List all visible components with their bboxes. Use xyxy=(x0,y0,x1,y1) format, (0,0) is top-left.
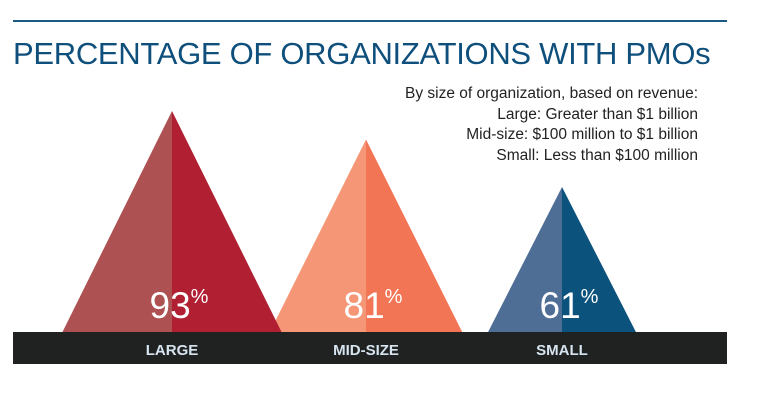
chart-title: PERCENTAGE OF ORGANIZATIONS WITH PMOs xyxy=(13,36,711,71)
value-label: 93% xyxy=(150,285,209,326)
category-label: MID-SIZE xyxy=(333,342,399,359)
triangle-left-half xyxy=(62,111,173,332)
subtitle-line: Mid-size: $100 million to $1 billion xyxy=(466,126,698,143)
triangle-small xyxy=(488,187,636,332)
subtitle-line: By size of organization, based on revenu… xyxy=(405,85,698,102)
triangle-right-half xyxy=(172,111,282,332)
triangle-right-half xyxy=(366,139,463,332)
value-suffix: % xyxy=(581,286,599,308)
triangle-left-half xyxy=(488,187,562,332)
value-number: 61 xyxy=(540,285,581,326)
top-rule xyxy=(13,20,727,22)
value-label: 81% xyxy=(344,285,403,326)
base-bar xyxy=(13,332,727,364)
value-number: 81 xyxy=(344,285,385,326)
triangle-mid-size xyxy=(269,139,463,332)
value-suffix: % xyxy=(191,286,209,308)
subtitle-line: Large: Greater than $1 billion xyxy=(497,105,698,123)
value-number: 93 xyxy=(150,285,191,326)
triangle-left-half xyxy=(269,139,366,332)
triangle-right-half xyxy=(562,187,636,332)
value-label: 61% xyxy=(540,285,599,326)
category-label: LARGE xyxy=(146,342,199,359)
triangle-large xyxy=(62,111,282,332)
subtitle-line: Small: Less than $100 million xyxy=(496,146,698,164)
value-suffix: % xyxy=(385,286,403,308)
category-label: SMALL xyxy=(536,342,588,359)
chart-subtitle: By size of organization, based on revenu… xyxy=(405,84,698,166)
